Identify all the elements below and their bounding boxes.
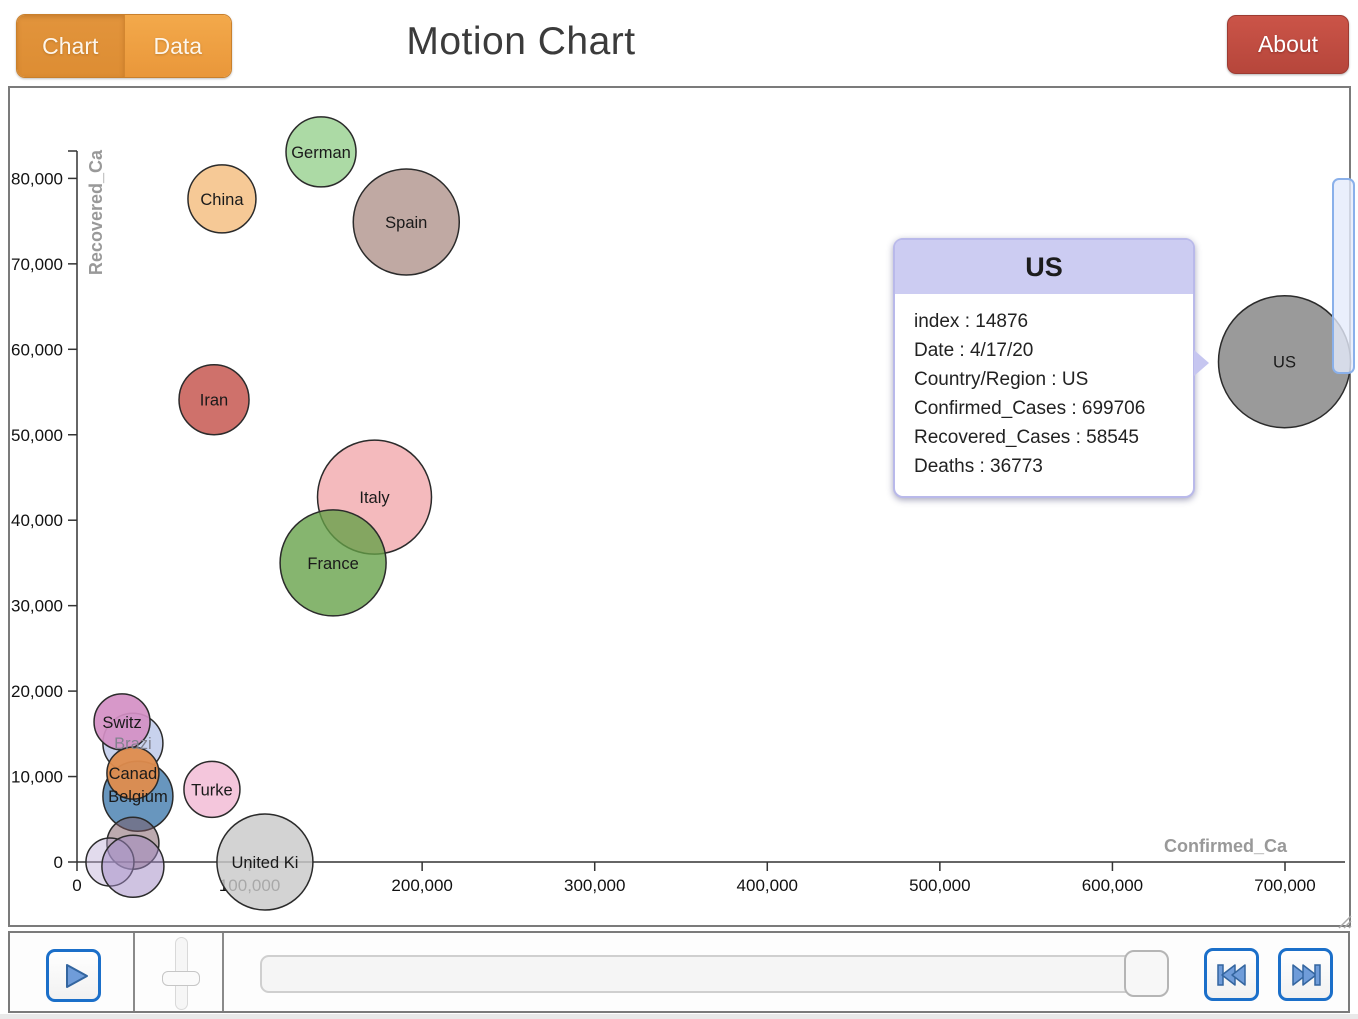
tooltip-line-country: Country/Region : US (914, 369, 1089, 390)
view-tabs: Chart Data (16, 14, 232, 78)
x-tick-label: 300,000 (564, 876, 625, 895)
tab-data[interactable]: Data (123, 15, 231, 77)
resize-grip-icon[interactable] (1348, 925, 1352, 929)
tooltip-us: US index : 14876 Date : 4/17/20 Country/… (893, 238, 1209, 498)
bubble-unlabeled[interactable] (101, 834, 165, 899)
bubble-label: Iran (200, 392, 228, 410)
tooltip-title: US (895, 240, 1193, 294)
y-tick-label: 20,000 (11, 682, 63, 701)
tooltip-body: index : 14876 Date : 4/17/20 Country/Reg… (895, 294, 1193, 496)
about-button[interactable]: About (1227, 15, 1349, 74)
skip-to-start-icon (1216, 963, 1246, 986)
tooltip-line-deaths: Deaths : 36773 (914, 456, 1043, 477)
bubble-label: Brazi (114, 735, 152, 753)
y-tick-label: 0 (54, 853, 63, 872)
bubble-label: Spain (385, 214, 427, 232)
tooltip-pointer-icon (1194, 350, 1209, 376)
bubble-label: Switz (102, 714, 141, 732)
x-axis-title: Confirmed_Ca (1164, 836, 1288, 856)
y-tick-label: 70,000 (11, 255, 63, 274)
y-tick-label: 80,000 (11, 169, 63, 188)
bubble-label: US (1273, 354, 1296, 372)
x-tick-label: 700,000 (1254, 876, 1315, 895)
bubble-german[interactable] (285, 116, 357, 188)
speed-slider-thumb[interactable] (162, 971, 200, 986)
play-button[interactable] (46, 949, 101, 1002)
bubble-label: Canad (109, 765, 158, 783)
skip-to-start-button[interactable] (1204, 948, 1259, 1001)
tooltip-line-date: Date : 4/17/20 (914, 340, 1034, 361)
page-title: Motion Chart (406, 20, 636, 63)
resize-grip-icon[interactable] (1343, 920, 1352, 929)
tooltip-line-confirmed: Confirmed_Cases : 699706 (914, 398, 1146, 419)
tooltip-line-index: index : 14876 (914, 311, 1029, 332)
bubble-spain[interactable] (352, 168, 461, 276)
y-tick-label: 30,000 (11, 597, 63, 616)
tab-chart[interactable]: Chart (17, 15, 124, 77)
vertical-scrollbar-thumb[interactable] (1332, 178, 1355, 374)
bubble-label: China (200, 191, 244, 209)
x-tick-label: 600,000 (1082, 876, 1143, 895)
y-tick-label: 40,000 (11, 511, 63, 530)
bubble-label: Belgium (108, 788, 168, 806)
bubble-label: German (291, 144, 351, 162)
bubble-turke[interactable] (183, 760, 241, 819)
x-tick-label: 400,000 (737, 876, 798, 895)
bubble-iran[interactable] (178, 363, 250, 436)
controls-divider (222, 933, 224, 1011)
timeline-thumb[interactable] (1124, 950, 1169, 997)
play-icon (65, 963, 88, 988)
bubble-label: Turke (191, 781, 233, 799)
x-tick-label: 200,000 (391, 876, 452, 895)
y-tick-label: 10,000 (11, 768, 63, 787)
x-tick-label: 500,000 (909, 876, 970, 895)
x-tick-label: 0 (72, 876, 81, 895)
controls-divider (133, 933, 135, 1011)
bubble-label: France (307, 555, 358, 573)
bubble-canad[interactable] (106, 746, 160, 800)
timeline-track[interactable] (260, 955, 1167, 993)
y-axis-title: Recovered_Ca (86, 149, 106, 275)
bubble-label: United Ki (231, 854, 298, 872)
bubble-china[interactable] (187, 164, 257, 234)
bubble-label: Italy (359, 489, 390, 507)
y-tick-label: 60,000 (11, 340, 63, 359)
tooltip-line-recovered: Recovered_Cases : 58545 (914, 427, 1139, 448)
bubble-united-ki[interactable] (216, 813, 314, 911)
y-tick-label: 50,000 (11, 426, 63, 445)
playback-controls (8, 931, 1350, 1013)
bubble-france[interactable] (279, 509, 387, 617)
resize-grip-icon[interactable] (1338, 915, 1352, 929)
skip-to-end-button[interactable] (1278, 948, 1333, 1001)
skip-to-end-icon (1291, 963, 1321, 986)
